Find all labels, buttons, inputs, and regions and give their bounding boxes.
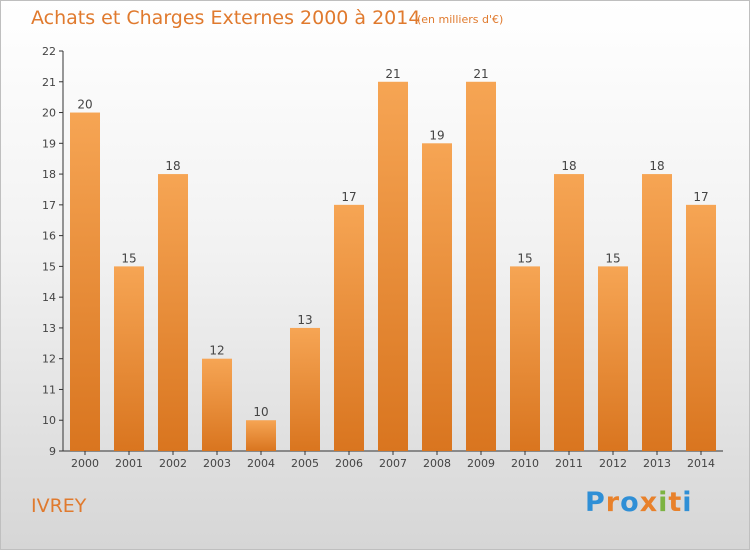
- x-tick-label: 2003: [203, 457, 231, 470]
- bar-value-label: 15: [121, 251, 136, 265]
- y-tick-label: 20: [42, 107, 56, 120]
- x-tick-label: 2002: [159, 457, 187, 470]
- bar: [202, 358, 232, 451]
- bar-value-label: 18: [561, 159, 576, 173]
- brand-letter: i: [658, 487, 669, 518]
- brand-letter: r: [605, 487, 621, 518]
- brand-letter: x: [639, 487, 659, 518]
- bar-value-label: 13: [297, 313, 312, 327]
- y-tick-label: 22: [42, 45, 56, 58]
- bar-value-label: 15: [517, 251, 532, 265]
- bar-value-label: 17: [693, 190, 708, 204]
- bar-value-label: 20: [77, 98, 92, 112]
- y-tick-label: 12: [42, 353, 56, 366]
- brand-letter: i: [682, 487, 693, 518]
- y-tick-label: 21: [42, 76, 56, 89]
- bar-value-label: 17: [341, 190, 356, 204]
- y-tick-label: 13: [42, 322, 56, 335]
- bar-value-label: 19: [429, 128, 444, 142]
- brand-letter: P: [585, 487, 606, 518]
- bar: [598, 266, 628, 451]
- x-tick-label: 2008: [423, 457, 451, 470]
- bar: [290, 327, 320, 451]
- bar: [686, 204, 716, 451]
- x-tick-label: 2009: [467, 457, 495, 470]
- brand-logo: Proxiti: [585, 487, 693, 518]
- bar-value-label: 12: [209, 344, 224, 358]
- y-tick-label: 17: [42, 199, 56, 212]
- bar: [246, 420, 276, 451]
- x-tick-label: 2012: [599, 457, 627, 470]
- bar: [422, 143, 452, 452]
- chart-title: Achats et Charges Externes 2000 à 2014: [31, 7, 421, 29]
- bar-value-label: 15: [605, 251, 620, 265]
- bar: [510, 266, 540, 451]
- city-label: IVREY: [31, 495, 87, 517]
- brand-letter: t: [668, 487, 683, 518]
- bar-value-label: 10: [253, 405, 268, 419]
- bar-value-label: 21: [473, 67, 488, 81]
- bar-value-label: 18: [649, 159, 664, 173]
- y-tick-label: 9: [49, 445, 56, 458]
- bar-value-label: 18: [165, 159, 180, 173]
- y-tick-label: 16: [42, 230, 56, 243]
- y-tick-label: 18: [42, 168, 56, 181]
- bar: [466, 81, 496, 452]
- x-tick-label: 2000: [71, 457, 99, 470]
- x-tick-label: 2004: [247, 457, 275, 470]
- bar-value-label: 21: [385, 67, 400, 81]
- y-tick-label: 11: [42, 383, 56, 396]
- x-tick-label: 2007: [379, 457, 407, 470]
- x-tick-label: 2010: [511, 457, 539, 470]
- x-tick-label: 2006: [335, 457, 363, 470]
- brand-letter: o: [620, 487, 640, 518]
- y-tick-label: 14: [42, 291, 56, 304]
- bar: [158, 174, 188, 452]
- x-tick-label: 2001: [115, 457, 143, 470]
- bar: [334, 204, 364, 451]
- unit-note: (en milliers d'€): [417, 13, 504, 26]
- y-tick-label: 19: [42, 137, 56, 150]
- y-tick-label: 15: [42, 260, 56, 273]
- bar: [70, 112, 100, 452]
- bar: [642, 174, 672, 452]
- bar: [378, 81, 408, 452]
- x-tick-label: 2014: [687, 457, 715, 470]
- y-tick-label: 10: [42, 414, 56, 427]
- bar: [114, 266, 144, 451]
- x-tick-label: 2013: [643, 457, 671, 470]
- bar: [554, 174, 584, 452]
- x-tick-label: 2011: [555, 457, 583, 470]
- x-tick-label: 2005: [291, 457, 319, 470]
